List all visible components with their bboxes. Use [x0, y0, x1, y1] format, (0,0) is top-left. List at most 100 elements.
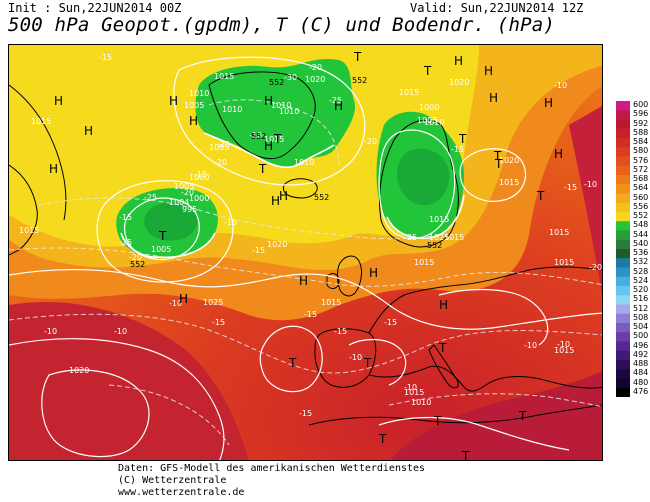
field-red-e: [569, 106, 602, 294]
isotherm-minus20: [38, 197, 440, 240]
isobar-label: 1015: [429, 215, 449, 224]
isotherm-label: -10: [44, 327, 57, 336]
isobar-label: 1010: [222, 105, 242, 114]
color-scale-label: 532: [633, 257, 649, 267]
color-scale-label: 512: [633, 303, 649, 313]
isotherm-minus10-se: [388, 393, 602, 408]
color-scale-swatch: [616, 110, 630, 120]
isotherm-label: -15: [99, 53, 112, 62]
isotherm-label: -25: [119, 238, 132, 247]
color-scale-swatch: [616, 221, 630, 231]
coast-europe-north: [368, 266, 602, 334]
isobar-label: 1020: [449, 78, 469, 87]
color-scale-swatch: [616, 360, 630, 370]
color-scale-swatch: [616, 369, 630, 379]
color-scale-swatch: [616, 249, 630, 259]
isotherm-label: -20: [129, 253, 142, 262]
color-scale-label: 544: [633, 229, 649, 239]
high-pressure-marker: H: [279, 189, 288, 203]
color-scale-label: 524: [633, 275, 649, 285]
isobar-label: 1015: [404, 388, 424, 397]
isobar-label: 1020: [69, 366, 89, 375]
map-title: 500 hPa Geopot.(gpdm), T (C) und Bodendr…: [8, 14, 556, 36]
isobar-label: 995: [182, 205, 197, 214]
high-pressure-marker: H: [84, 124, 93, 138]
low-pressure-marker: T: [494, 157, 503, 171]
isobar-label: 1020: [499, 156, 519, 165]
color-scale-swatch: [616, 286, 630, 296]
low-pressure-marker: T: [288, 356, 297, 370]
color-scale-swatch: [616, 350, 630, 361]
color-scale-label: 540: [633, 238, 649, 248]
low-pressure-marker: T: [158, 229, 167, 243]
isotherm-label: -25: [329, 96, 342, 105]
low-pressure-marker: T: [518, 409, 527, 423]
isobar-label: 1015: [499, 178, 519, 187]
low-pressure-marker: T: [461, 449, 470, 461]
geopot-552-north: [203, 132, 335, 169]
color-scale-label: 536: [633, 248, 649, 257]
coast-europe-south: [368, 365, 602, 392]
isobar-1015-east: [438, 288, 549, 346]
color-scale-label: 496: [633, 340, 649, 350]
color-scale-label: 548: [633, 220, 649, 230]
low-pressure-marker: T: [433, 414, 442, 428]
high-pressure-marker: H: [271, 194, 280, 208]
color-scale-swatch: [616, 332, 630, 342]
footer-copyright: (C) Wetterzentrale: [118, 475, 227, 486]
high-pressure-marker: H: [54, 94, 63, 108]
isobar-low-baltic: [459, 148, 526, 202]
color-scale-swatch: [616, 341, 630, 352]
field-red-se: [390, 370, 602, 460]
high-pressure-marker: H: [484, 64, 493, 78]
coast-greenland: [208, 71, 316, 160]
isotherm-label: -15: [451, 145, 464, 154]
field-red-sw: [9, 301, 249, 460]
isobar-1015-spain: [348, 339, 407, 386]
color-scale-label: 572: [633, 164, 649, 174]
high-pressure-marker: H: [264, 139, 273, 153]
color-scale-swatch: [616, 378, 630, 389]
color-scale-swatch: [616, 165, 630, 176]
isobar-label: 1025: [203, 298, 223, 307]
low-pressure-marker: T: [363, 356, 372, 370]
color-scale-swatch: [616, 276, 630, 287]
geopot-552: [120, 132, 465, 259]
isobar-label: 1010: [294, 158, 314, 167]
isotherms: [9, 99, 602, 446]
isobar-1015-africa: [378, 416, 570, 451]
pressure-labels: 1015 1015 1010 1005 1010 1020 1010 1010 1015 1005…: [19, 72, 574, 407]
isobar-label: 1010: [189, 89, 209, 98]
isobar-label: 1000: [419, 103, 439, 112]
high-pressure-marker: H: [49, 162, 58, 176]
color-scale-bar: [616, 101, 630, 397]
isobar-label: 1005: [209, 143, 229, 152]
isobar-label: 1005: [184, 101, 204, 110]
isobar-label: 1020: [267, 240, 287, 249]
color-scale-label: 520: [633, 285, 649, 294]
high-pressure-marker: H: [439, 298, 448, 312]
high-pressure-marker: H: [299, 274, 308, 288]
isotherm-label: -15: [252, 246, 265, 255]
low-pressure-marker: T: [536, 189, 545, 203]
color-scale-swatch: [616, 175, 630, 185]
coast-ireland: [326, 273, 340, 289]
isotherm-label: -20: [364, 137, 377, 146]
isotherm-label: -15: [224, 218, 237, 227]
color-scale-swatch: [616, 387, 630, 397]
geopotential-label: 552: [269, 78, 284, 87]
isobar-label: 1004: [169, 198, 189, 207]
low-pressure-marker: T: [353, 50, 362, 64]
isobar-label: 1005: [174, 182, 194, 191]
color-scale-label: 488: [633, 359, 649, 368]
high-pressure-marker: H: [544, 96, 553, 110]
isobar-label: 1010: [279, 107, 299, 116]
color-scale-label: 508: [633, 312, 649, 322]
weather-map: 1015 1015 1010 1005 1010 1020 1010 1010 1015 1005…: [8, 44, 603, 461]
isobar-label: 1020: [305, 75, 325, 84]
color-scale-swatch: [616, 156, 630, 167]
isobar-label: 1015: [214, 72, 234, 81]
low-pressure-marker: T: [438, 341, 447, 355]
high-pressure-marker: H: [169, 94, 178, 108]
